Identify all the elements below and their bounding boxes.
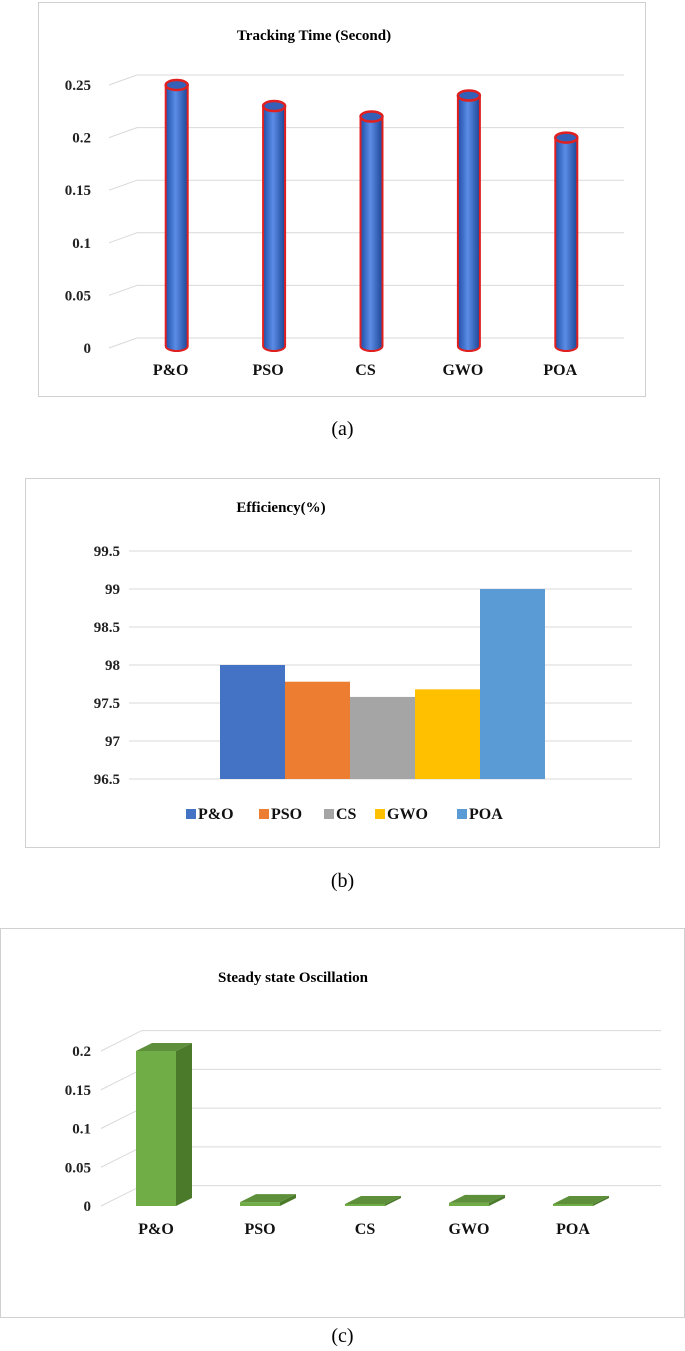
y-tick-label: 97 <box>105 734 121 750</box>
plot-area: 0 0.05 0.1 0.15 0.2 P&O PSO CS GWO POA <box>65 1030 661 1238</box>
steady-state-chart: Steady state Oscillation 0 0.05 0.1 0.15 0.2… <box>65 970 661 1238</box>
bar <box>554 131 579 352</box>
y-tick-label: 0.15 <box>65 1083 91 1099</box>
tracking-time-chart: Tracking Time (Second) 0 0.05 0.1 0.15 0.2 0.… <box>65 28 624 379</box>
y-tick-label: 0.05 <box>65 1160 91 1176</box>
gridline <box>100 1030 661 1052</box>
caption-c: (c) <box>331 1325 354 1347</box>
y-tick-label: 0.1 <box>72 1122 91 1138</box>
bar <box>456 89 482 352</box>
legend: P&O PSO CS GWO POA <box>186 806 503 823</box>
legend-label: P&O <box>198 806 234 823</box>
y-tick-label: 0.05 <box>65 288 91 304</box>
bar <box>415 689 480 779</box>
legend-swatch <box>186 809 196 819</box>
x-tick-label: POA <box>543 362 577 379</box>
chart-panel-efficiency: Efficiency(%) 96.5 97 97.5 98 98.5 99 99.5 P&O P… <box>25 478 660 848</box>
caption-a: (a) <box>331 418 354 440</box>
legend-label: POA <box>469 806 503 823</box>
bar <box>350 696 415 779</box>
y-tick-label: 98 <box>105 658 120 674</box>
chart-title: Efficiency(%) <box>236 500 325 516</box>
y-tick-label: 0 <box>84 1199 92 1215</box>
plot-area: 0 0.05 0.1 0.15 0.2 0.25 P&O PSO CS GWO POA <box>65 74 624 379</box>
y-tick-label: 0.15 <box>65 183 91 199</box>
legend-label: PSO <box>271 806 302 823</box>
bar <box>449 1194 505 1206</box>
x-tick-label: P&O <box>153 362 189 379</box>
bar <box>359 110 384 352</box>
legend-swatch <box>259 809 269 819</box>
bar <box>285 681 350 779</box>
x-tick-label: POA <box>556 1221 590 1238</box>
bar <box>261 99 287 352</box>
chart-panel-tracking-time: Tracking Time (Second) 0 0.05 0.1 0.15 0.2 0.… <box>38 2 646 397</box>
gridline <box>108 74 624 86</box>
legend-swatch <box>324 809 334 819</box>
legend-swatch <box>375 809 385 819</box>
x-tick-label: GWO <box>442 362 483 379</box>
x-tick-label: CS <box>355 1221 376 1238</box>
x-tick-label: GWO <box>449 1221 490 1238</box>
legend-swatch <box>457 809 467 819</box>
legend-label: CS <box>336 806 357 823</box>
y-tick-label: 98.5 <box>94 620 120 636</box>
y-tick-label: 99.5 <box>94 544 120 560</box>
bar <box>480 589 545 779</box>
bar <box>164 78 189 352</box>
y-tick-label: 0.2 <box>72 1044 91 1060</box>
chart-panel-steady-state: Steady state Oscillation 0 0.05 0.1 0.15 0.2… <box>0 928 685 1318</box>
legend-label: GWO <box>387 806 428 823</box>
bar <box>345 1196 401 1206</box>
y-tick-label: 99 <box>105 582 120 598</box>
y-tick-label: 0.25 <box>65 78 91 94</box>
y-tick-label: 0.1 <box>72 236 91 252</box>
bar <box>553 1196 609 1206</box>
x-tick-label: PSO <box>253 362 284 379</box>
y-tick-label: 0 <box>84 341 92 357</box>
caption-b: (b) <box>330 870 355 892</box>
y-tick-label: 97.5 <box>94 696 120 712</box>
chart-title: Tracking Time (Second) <box>237 28 391 44</box>
y-tick-label: 0.2 <box>72 131 91 147</box>
y-tick-label: 96.5 <box>94 772 120 788</box>
x-tick-label: P&O <box>138 1221 174 1238</box>
x-tick-label: CS <box>355 362 376 379</box>
plot-area: 96.5 97 97.5 98 98.5 99 99.5 <box>94 544 632 788</box>
chart-title: Steady state Oscillation <box>218 970 369 986</box>
bar <box>220 665 285 779</box>
x-tick-label: PSO <box>244 1221 275 1238</box>
bar <box>240 1194 296 1206</box>
bar <box>136 1043 192 1206</box>
